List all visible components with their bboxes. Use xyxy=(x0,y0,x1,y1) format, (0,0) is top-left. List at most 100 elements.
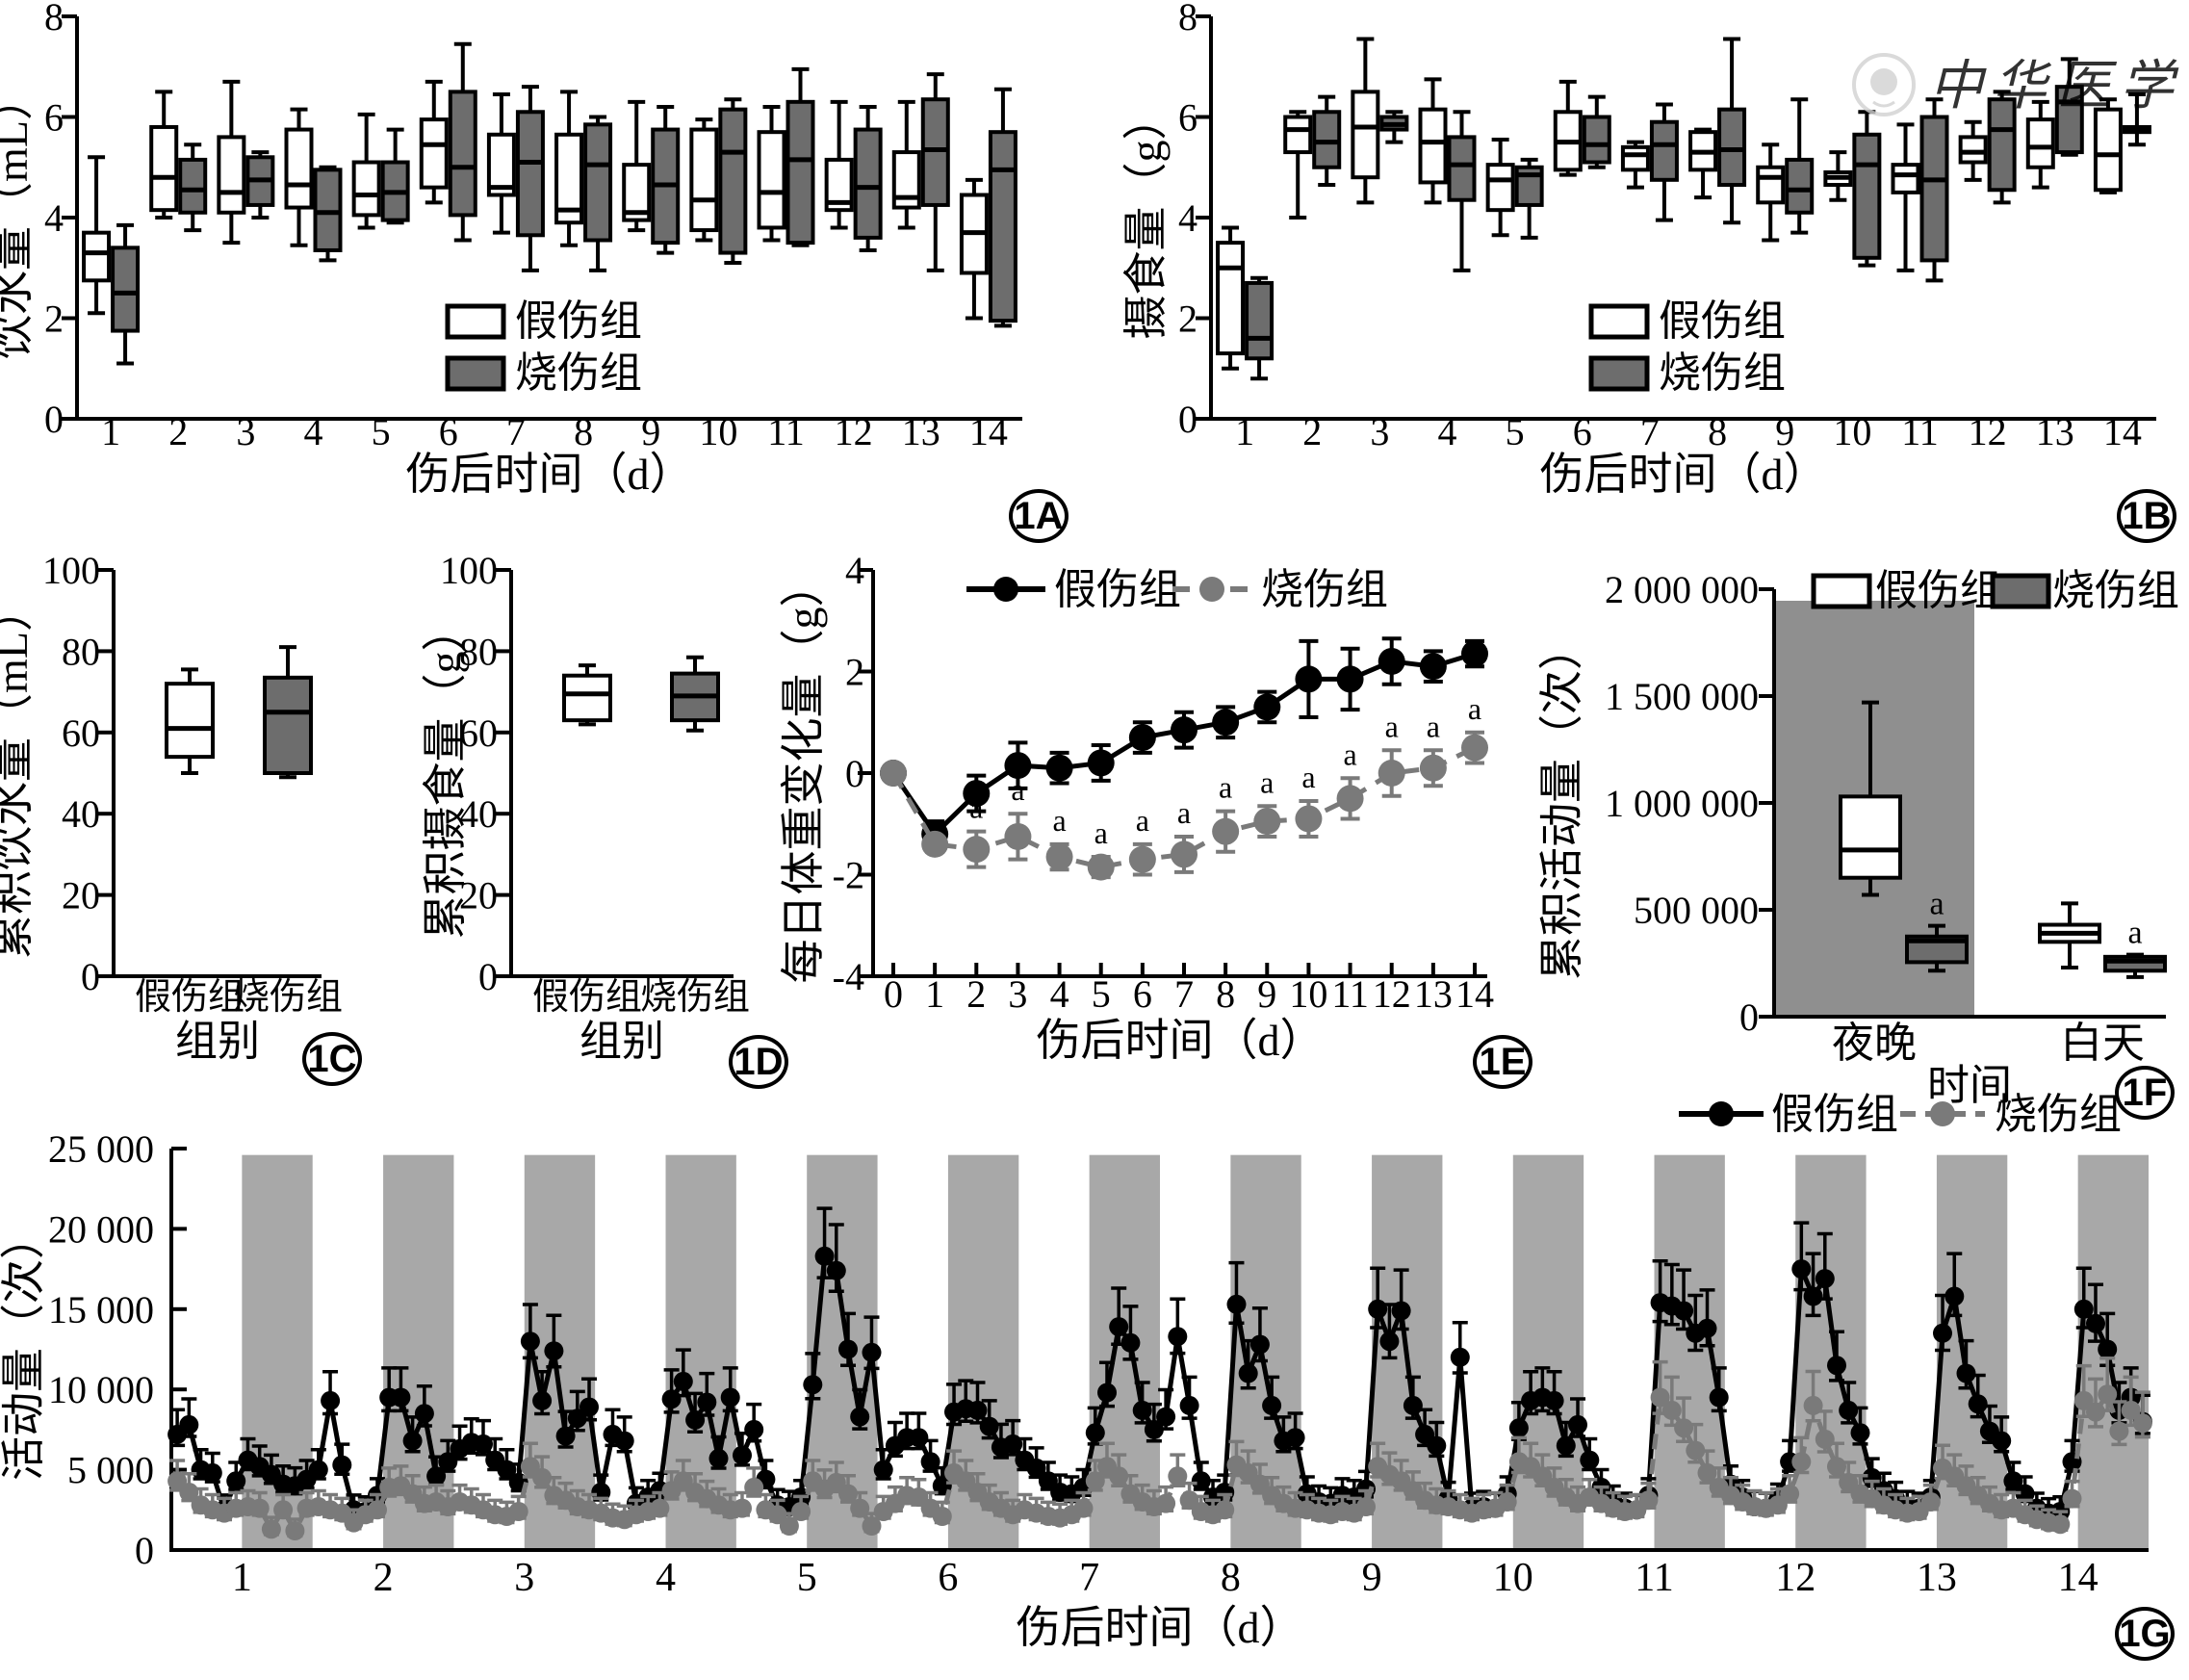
svg-text:6: 6 xyxy=(1178,96,1198,140)
svg-text:a: a xyxy=(1468,691,1481,726)
svg-text:1: 1 xyxy=(232,1556,252,1600)
svg-text:假伤组: 假伤组 xyxy=(1771,1091,1898,1138)
svg-text:80: 80 xyxy=(459,630,498,673)
svg-text:组别: 组别 xyxy=(175,1018,260,1065)
svg-text:a: a xyxy=(1219,770,1232,805)
svg-text:4: 4 xyxy=(1050,972,1069,1016)
svg-text:500 000: 500 000 xyxy=(1634,889,1759,932)
panel-label-1a: 1A xyxy=(1009,489,1069,543)
svg-text:累积摄食量（g）: 累积摄食量（g） xyxy=(421,607,470,940)
svg-text:2 000 000: 2 000 000 xyxy=(1605,568,1759,611)
svg-text:5 000: 5 000 xyxy=(67,1449,154,1492)
svg-text:12: 12 xyxy=(835,410,873,453)
svg-text:a: a xyxy=(1136,803,1149,838)
svg-text:a: a xyxy=(1427,709,1440,743)
svg-text:a: a xyxy=(1177,795,1191,830)
svg-text:烧伤组: 烧伤组 xyxy=(515,349,642,397)
svg-text:8: 8 xyxy=(1216,972,1235,1016)
svg-text:100: 100 xyxy=(440,549,498,592)
panel-label-1g: 1G xyxy=(2115,1607,2175,1661)
svg-text:13: 13 xyxy=(1917,1556,1957,1600)
svg-text:11: 11 xyxy=(1635,1556,1673,1600)
svg-text:累积活动量（次）: 累积活动量（次） xyxy=(1537,626,1586,980)
svg-text:8: 8 xyxy=(1221,1556,1241,1600)
svg-text:伤后时间（d）: 伤后时间（d） xyxy=(1540,450,1828,499)
svg-text:9: 9 xyxy=(641,410,660,453)
svg-text:每日体重变化量（g）: 每日体重变化量（g） xyxy=(779,563,828,984)
svg-text:饮水量（mL）: 饮水量（mL） xyxy=(0,76,37,359)
svg-text:a: a xyxy=(1094,815,1108,850)
svg-text:0: 0 xyxy=(884,972,903,1016)
svg-text:100: 100 xyxy=(42,549,100,592)
svg-text:2: 2 xyxy=(1178,297,1198,341)
svg-text:4: 4 xyxy=(304,410,323,453)
svg-text:0: 0 xyxy=(1178,398,1198,441)
svg-text:60: 60 xyxy=(62,711,100,755)
watermark: 中华医学会 xyxy=(1852,53,2189,116)
svg-text:a: a xyxy=(1011,772,1024,807)
svg-text:2: 2 xyxy=(845,651,864,694)
panel-label-1c: 1C xyxy=(302,1032,362,1086)
svg-text:a: a xyxy=(1052,803,1066,838)
svg-text:6: 6 xyxy=(1573,410,1592,453)
svg-text:12: 12 xyxy=(1969,410,2007,453)
svg-text:活动量（次）: 活动量（次） xyxy=(0,1215,48,1481)
svg-text:4: 4 xyxy=(845,549,864,592)
svg-text:2: 2 xyxy=(44,297,64,341)
svg-text:14: 14 xyxy=(2103,410,2142,453)
medical-society-seal-icon xyxy=(1852,53,1916,116)
svg-text:25 000: 25 000 xyxy=(48,1127,154,1171)
panel-label-1f: 1F xyxy=(2115,1066,2175,1120)
svg-text:a: a xyxy=(969,790,983,825)
svg-text:a: a xyxy=(2127,916,2142,951)
svg-text:1 000 000: 1 000 000 xyxy=(1605,782,1759,825)
svg-text:11: 11 xyxy=(1331,972,1369,1016)
svg-text:14: 14 xyxy=(1455,972,1494,1016)
svg-text:伤后时间（d）: 伤后时间（d） xyxy=(1037,1016,1325,1065)
panel-label-1e: 1E xyxy=(1473,1035,1532,1089)
svg-text:20: 20 xyxy=(459,874,498,918)
svg-text:4: 4 xyxy=(1178,196,1198,240)
svg-text:10: 10 xyxy=(699,410,737,453)
svg-text:3: 3 xyxy=(514,1556,534,1600)
svg-text:0: 0 xyxy=(478,955,498,998)
panel-label-1b: 1B xyxy=(2117,489,2176,543)
svg-text:假伤组: 假伤组 xyxy=(1659,297,1786,345)
svg-text:烧伤组: 烧伤组 xyxy=(640,977,750,1018)
svg-text:0: 0 xyxy=(135,1529,154,1572)
svg-text:4: 4 xyxy=(44,196,64,240)
svg-text:10: 10 xyxy=(1833,410,1871,453)
svg-text:-4: -4 xyxy=(833,955,864,998)
svg-text:烧伤组: 烧伤组 xyxy=(2052,567,2179,614)
svg-text:5: 5 xyxy=(1092,972,1111,1016)
svg-text:1: 1 xyxy=(925,972,944,1016)
svg-text:8: 8 xyxy=(1708,410,1727,453)
svg-text:a: a xyxy=(1929,887,1944,922)
svg-text:0: 0 xyxy=(81,955,100,998)
svg-text:中华医学会: 中华医学会 xyxy=(1929,57,2189,116)
svg-text:0: 0 xyxy=(845,752,864,795)
svg-text:9: 9 xyxy=(1362,1556,1382,1600)
svg-text:12: 12 xyxy=(1775,1556,1816,1600)
svg-text:8: 8 xyxy=(574,410,593,453)
svg-text:5: 5 xyxy=(797,1556,817,1600)
svg-text:40: 40 xyxy=(459,792,498,836)
svg-text:10 000: 10 000 xyxy=(48,1368,154,1411)
svg-text:13: 13 xyxy=(2036,410,2074,453)
svg-text:10: 10 xyxy=(1289,972,1327,1016)
svg-text:累积饮水量（mL）: 累积饮水量（mL） xyxy=(0,587,37,959)
svg-text:7: 7 xyxy=(506,410,526,453)
svg-text:4: 4 xyxy=(656,1556,676,1600)
svg-text:白天: 白天 xyxy=(2060,1020,2145,1067)
svg-text:2: 2 xyxy=(373,1556,394,1600)
panel-label-1d: 1D xyxy=(729,1035,788,1089)
svg-text:1: 1 xyxy=(101,410,120,453)
panel-1f: 0 500 000 1 000 000 1 500 000 2 000 000 累积活动量… xyxy=(1537,567,2179,1109)
svg-text:假伤组: 假伤组 xyxy=(532,977,642,1018)
svg-text:a: a xyxy=(1343,737,1356,771)
svg-text:11: 11 xyxy=(1901,410,1939,453)
